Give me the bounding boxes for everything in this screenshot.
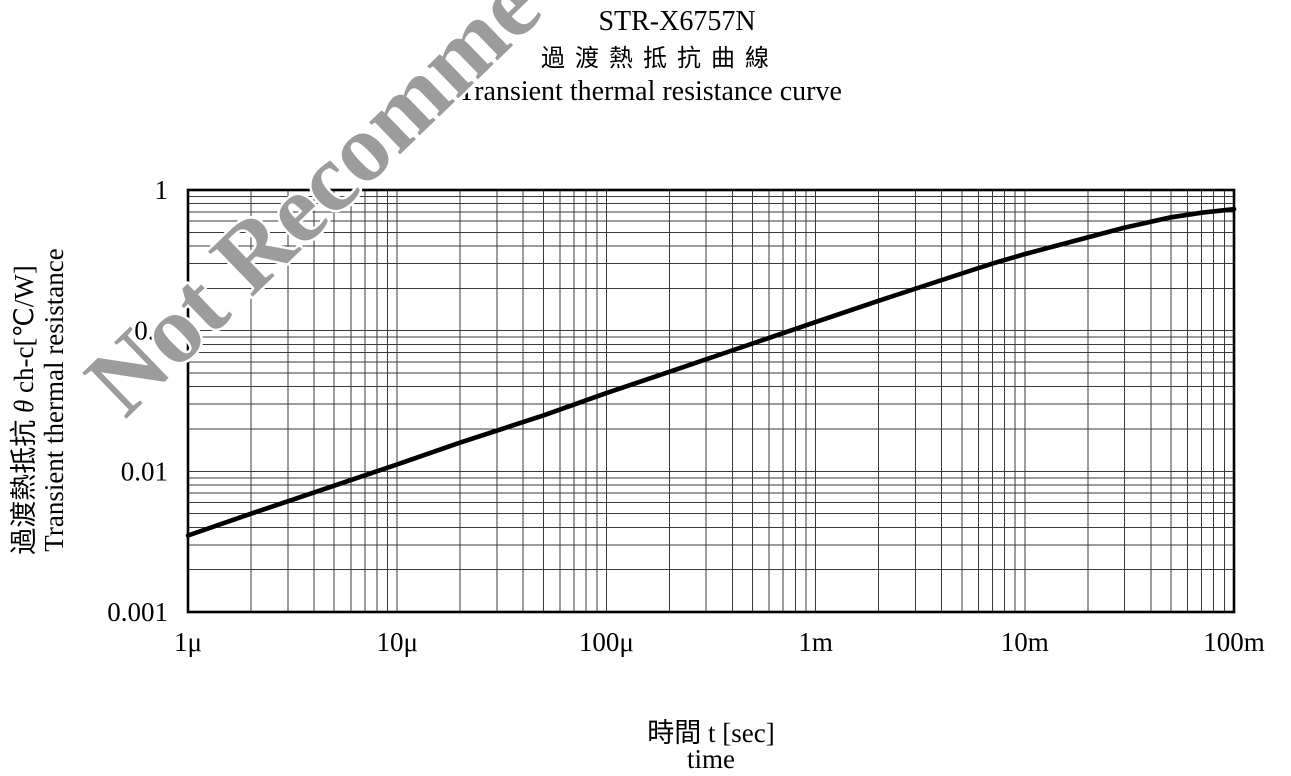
x-tick-label: 10μ [376,627,417,657]
y-axis-label-unit: ch-c[℃/W] [9,265,39,393]
thermal-resistance-curve [185,206,1237,538]
x-tick-label: 1m [798,627,833,657]
chart-subtitle-japanese: 過渡熱抵抗曲線 [541,45,779,72]
x-tick-label: 10m [1001,627,1049,657]
chart-subtitle-english: Transient thermal resistance curve [458,76,842,107]
y-axis-label-symbol: θ [9,400,39,413]
grid-lines [187,190,1234,613]
x-tick-label: 100m [1203,627,1265,657]
x-tick-label: 1μ [174,627,202,657]
chart-title: STR-X6757N [598,6,755,37]
not-recommended-watermark: Not Recomme [65,0,560,435]
y-axis-label-quantity: 過渡熱抵抗 [9,420,39,555]
y-tick-label: 0.1 [134,316,168,346]
y-axis-tick-labels: 0.001 0.01 0.1 1 [107,175,168,627]
plot-frame [186,188,1236,614]
y-tick-label: 1 [155,175,169,205]
x-axis-tick-labels: 1μ 10μ 100μ 1m 10m 100m [174,627,1265,657]
x-axis-label-japanese: 時間 t [sec] [647,718,774,748]
y-axis-label-japanese: 過渡熱抵抗 θ ch-c[℃/W] [9,265,39,555]
x-axis-label-english: time [687,744,735,774]
y-tick-label: 0.01 [121,456,168,486]
y-axis-label-english: Transient thermal resistance [39,248,69,551]
x-tick-label: 100μ [579,627,634,657]
y-tick-label: 0.001 [107,597,168,627]
